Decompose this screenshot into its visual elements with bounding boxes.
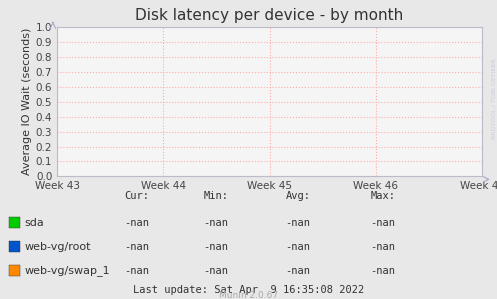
Text: -nan: -nan	[124, 218, 149, 228]
Text: -nan: -nan	[286, 242, 311, 252]
Text: web-vg/root: web-vg/root	[25, 242, 91, 252]
Text: -nan: -nan	[286, 218, 311, 228]
Text: RRDTOOL / TOBI OETIKER: RRDTOOL / TOBI OETIKER	[491, 58, 496, 139]
Y-axis label: Average IO Wait (seconds): Average IO Wait (seconds)	[22, 28, 32, 175]
Text: -nan: -nan	[204, 242, 229, 252]
Text: Max:: Max:	[370, 191, 395, 201]
Text: -nan: -nan	[370, 218, 395, 228]
Text: sda: sda	[25, 218, 45, 228]
Text: web-vg/swap_1: web-vg/swap_1	[25, 265, 110, 276]
Text: Last update: Sat Apr  9 16:35:08 2022: Last update: Sat Apr 9 16:35:08 2022	[133, 285, 364, 295]
Text: -nan: -nan	[370, 242, 395, 252]
Text: -nan: -nan	[286, 266, 311, 276]
Text: Munin 2.0.67: Munin 2.0.67	[219, 292, 278, 299]
Text: -nan: -nan	[370, 266, 395, 276]
Title: Disk latency per device - by month: Disk latency per device - by month	[136, 8, 404, 23]
Text: -nan: -nan	[124, 242, 149, 252]
Text: Cur:: Cur:	[124, 191, 149, 201]
Text: -nan: -nan	[204, 266, 229, 276]
Text: -nan: -nan	[204, 218, 229, 228]
Text: Min:: Min:	[204, 191, 229, 201]
Text: Avg:: Avg:	[286, 191, 311, 201]
Text: -nan: -nan	[124, 266, 149, 276]
